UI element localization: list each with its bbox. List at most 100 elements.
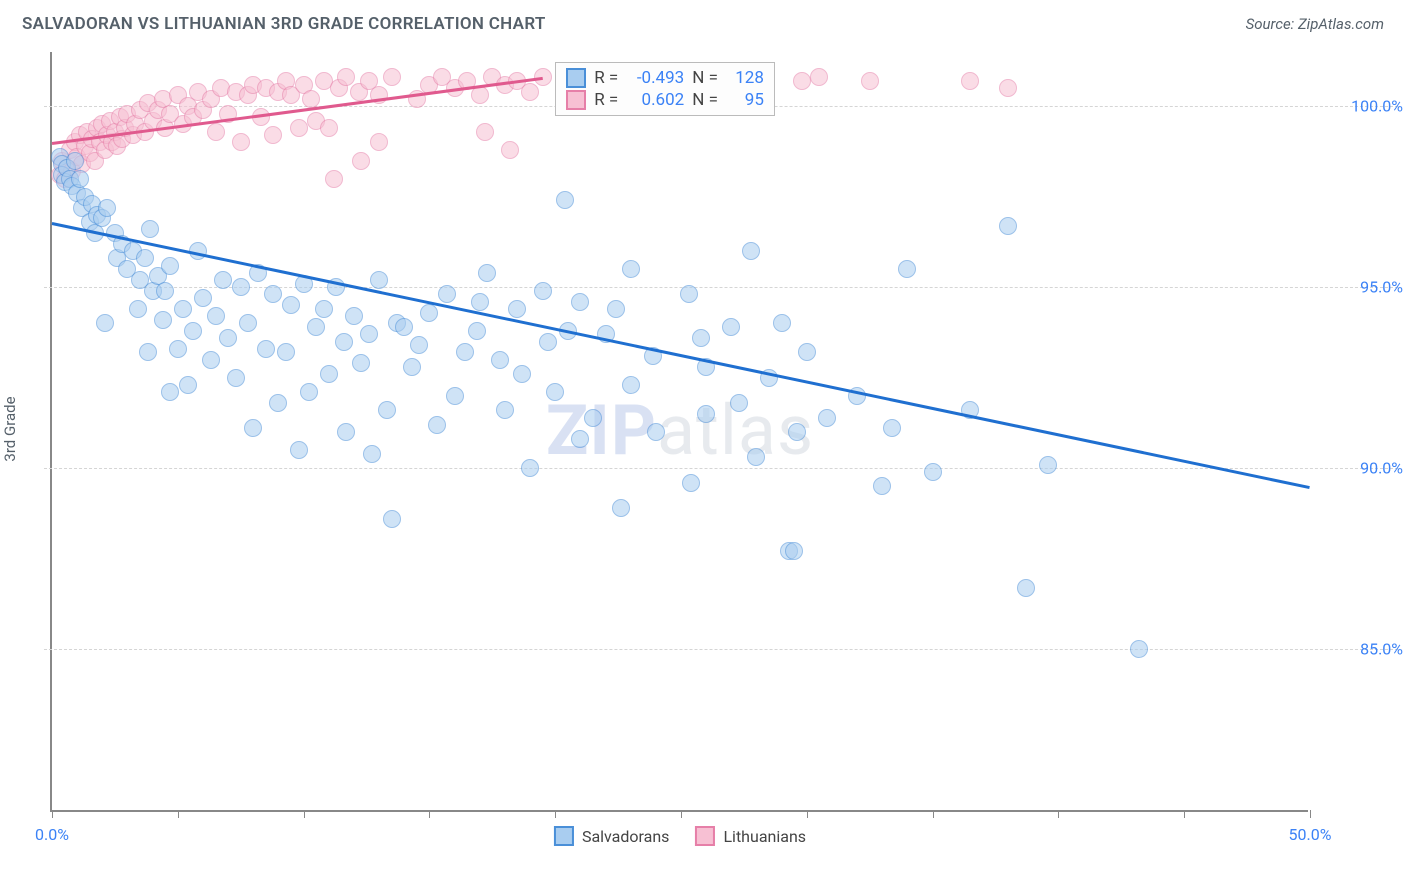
data-point [730, 394, 748, 412]
data-point [539, 333, 557, 351]
data-point [546, 383, 564, 401]
data-point [818, 409, 836, 427]
data-point [682, 474, 700, 492]
data-point [352, 354, 370, 372]
x-tick [807, 810, 808, 818]
legend: Salvadorans Lithuanians [554, 826, 806, 846]
data-point [861, 72, 879, 90]
source-label: Source: ZipAtlas.com [1246, 15, 1384, 33]
gridline [44, 468, 1398, 469]
stats-row: R =-0.493N =128 [566, 68, 764, 88]
data-point [612, 499, 630, 517]
data-point [264, 285, 282, 303]
series-swatch [566, 68, 586, 88]
data-point [370, 271, 388, 289]
data-point [383, 68, 401, 86]
x-tick [1058, 810, 1059, 818]
stat-n-label: N = [692, 90, 718, 110]
data-point [428, 416, 446, 434]
data-point [697, 405, 715, 423]
data-point [456, 343, 474, 361]
data-point [584, 409, 602, 427]
x-tick [1184, 810, 1185, 818]
data-point [202, 351, 220, 369]
data-point [315, 300, 333, 318]
data-point [471, 86, 489, 104]
data-point [207, 123, 225, 141]
data-point [337, 423, 355, 441]
y-tick-label: 85.0% [1323, 640, 1403, 659]
data-point [607, 300, 625, 318]
data-point [96, 314, 114, 332]
stat-r-value: -0.493 [626, 68, 684, 88]
data-point [692, 329, 710, 347]
data-point [194, 289, 212, 307]
data-point [207, 307, 225, 325]
data-point [257, 340, 275, 358]
scatter-chart: ZIPatlas 85.0%90.0%95.0%100.0%0.0%50.0%R… [50, 52, 1308, 812]
data-point [214, 271, 232, 289]
legend-swatch [554, 826, 574, 846]
data-point [898, 260, 916, 278]
data-point [961, 72, 979, 90]
data-point [496, 401, 514, 419]
data-point [521, 459, 539, 477]
legend-label: Lithuanians [723, 827, 806, 846]
watermark: ZIPatlas [546, 390, 814, 472]
data-point [139, 343, 157, 361]
data-point [722, 318, 740, 336]
data-point [622, 376, 640, 394]
data-point [244, 419, 262, 437]
data-point [71, 170, 89, 188]
data-point [556, 191, 574, 209]
data-point [1017, 579, 1035, 597]
data-point [999, 79, 1017, 97]
data-point [360, 325, 378, 343]
data-point [446, 387, 464, 405]
data-point [363, 445, 381, 463]
data-point [410, 336, 428, 354]
data-point [403, 358, 421, 376]
x-tick [429, 810, 430, 818]
data-point [1039, 456, 1057, 474]
data-point [883, 419, 901, 437]
legend-swatch [695, 826, 715, 846]
stat-n-value: 128 [726, 68, 764, 88]
data-point [798, 343, 816, 361]
data-point [161, 257, 179, 275]
data-point [378, 401, 396, 419]
data-point [476, 123, 494, 141]
data-point [1130, 640, 1148, 658]
trend-line [52, 222, 1311, 489]
data-point [232, 133, 250, 151]
data-point [742, 242, 760, 260]
data-point [924, 463, 942, 481]
data-point [999, 217, 1017, 235]
data-point [325, 170, 343, 188]
data-point [773, 314, 791, 332]
data-point [320, 119, 338, 137]
legend-label: Salvadorans [582, 827, 669, 846]
x-tick [52, 810, 53, 818]
stat-r-value: 0.602 [626, 90, 684, 110]
data-point [277, 343, 295, 361]
data-point [290, 441, 308, 459]
y-tick-label: 100.0% [1323, 97, 1403, 116]
data-point [307, 318, 325, 336]
data-point [136, 249, 154, 267]
data-point [174, 300, 192, 318]
data-point [810, 68, 828, 86]
legend-item: Lithuanians [695, 826, 806, 846]
gridline [44, 649, 1398, 650]
data-point [747, 448, 765, 466]
data-point [793, 72, 811, 90]
data-point [873, 477, 891, 495]
data-point [129, 300, 147, 318]
x-tick-label: 50.0% [1289, 825, 1332, 844]
data-point [438, 285, 456, 303]
data-point [395, 318, 413, 336]
x-tick [304, 810, 305, 818]
y-tick-label: 90.0% [1323, 459, 1403, 478]
data-point [785, 542, 803, 560]
data-point [513, 365, 531, 383]
